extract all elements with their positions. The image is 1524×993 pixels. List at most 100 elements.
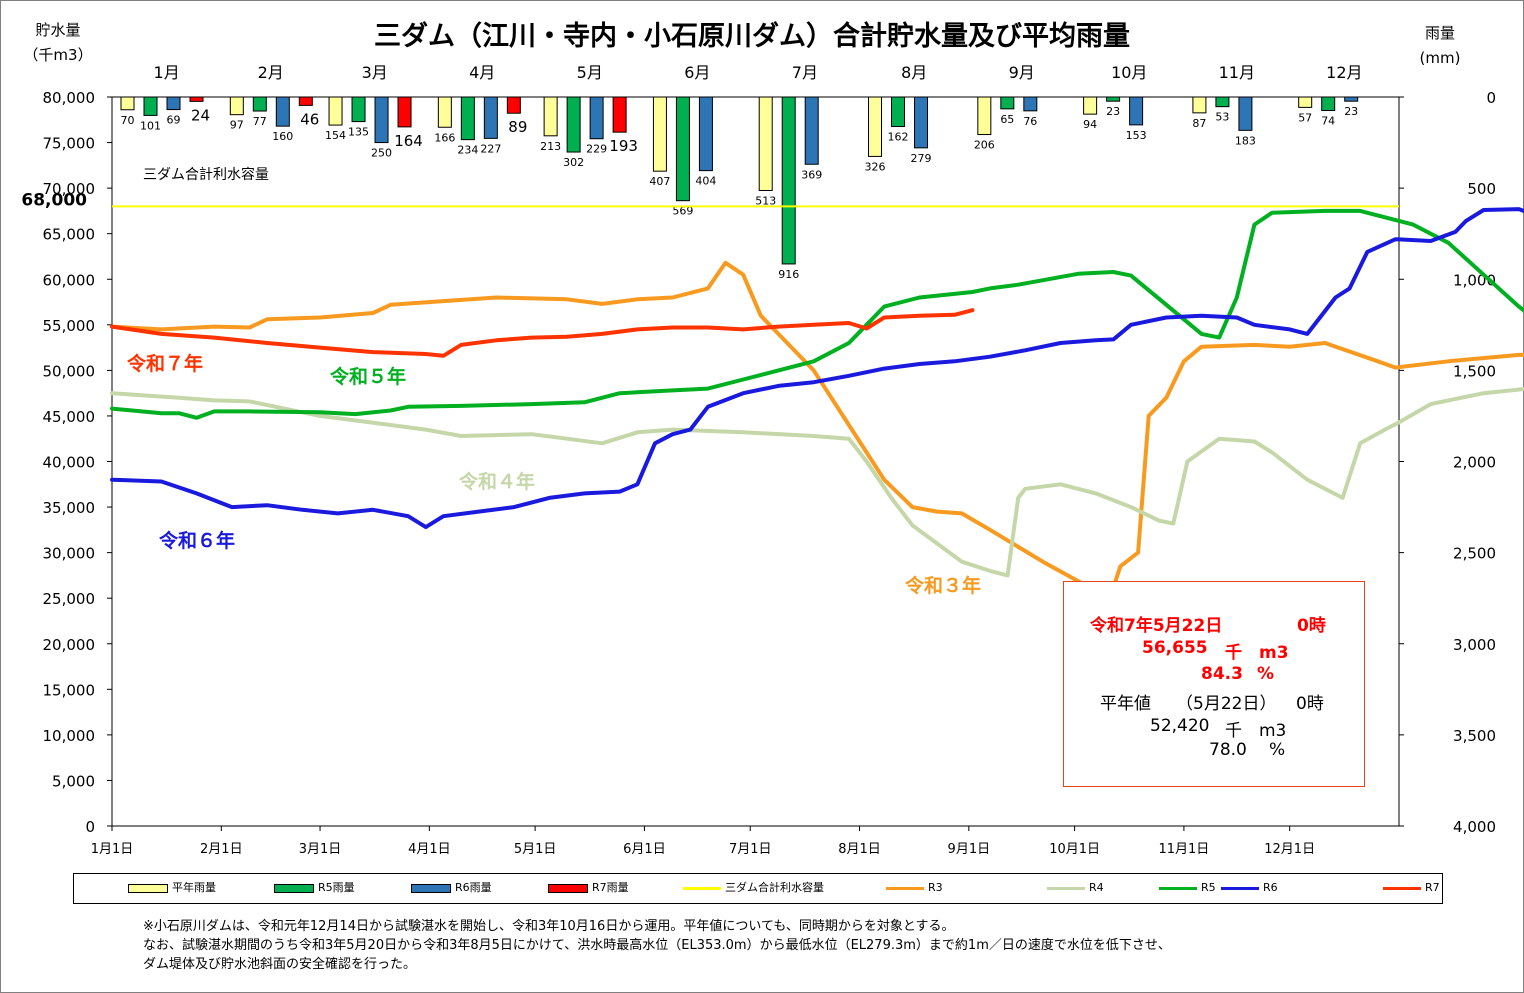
legend: 平年雨量 R5雨量 R6雨量 R7雨量 三ダム合計利水容量 R3 R4 R5 R6 R7 — [73, 873, 1443, 904]
rain-bar-label: 229 — [586, 143, 607, 156]
info-rate-value: 84.3 — [1201, 664, 1243, 684]
left-tick-label: 50,000 — [43, 362, 96, 380]
series-label-R4: 令和４年 — [459, 470, 535, 493]
info-storage-unit: 千 m3 — [1225, 643, 1289, 663]
left-tick-label: 65,000 — [43, 226, 96, 244]
rain-bar-R5雨量 — [891, 96, 906, 128]
rain-bar-label: 227 — [480, 142, 501, 155]
month-label-top: 1月 — [154, 63, 180, 82]
rain-bar-R5雨量 — [1215, 96, 1230, 108]
info-time: 0時 — [1297, 616, 1326, 636]
rain-bar-label: 513 — [755, 194, 776, 207]
storage-line-R5 — [110, 208, 1524, 420]
left-tick-label: 15,000 — [43, 681, 96, 699]
rain-bar-R7雨量 — [397, 96, 412, 128]
x-tick-label: 12月1日 — [1264, 842, 1315, 857]
legend-item: R3 — [886, 880, 943, 896]
legend-item: 三ダム合計利水容量 — [683, 880, 824, 896]
rain-bar-R6雨量 — [589, 96, 604, 140]
left-axis-label-1: 貯水量 — [35, 21, 80, 39]
info-normal-rate-value: 78.0 — [1209, 740, 1247, 760]
left-tick-label: 75,000 — [43, 135, 96, 153]
rain-bar-平年雨量 — [437, 96, 452, 128]
capacity-group: 68,000 三ダム合計利水容量 — [21, 166, 1399, 210]
month-label-top: 4月 — [469, 63, 495, 82]
rain-bar-label: 87 — [1192, 117, 1206, 130]
legend-item: R7雨量 — [548, 880, 629, 896]
x-tick-label: 5月1日 — [514, 842, 557, 857]
rain-bar-R6雨量 — [1129, 96, 1144, 126]
month-label-top: 6月 — [684, 63, 710, 82]
legend-swatch — [1221, 886, 1259, 890]
month-label-top: 7月 — [792, 63, 818, 82]
capacity-value-label: 68,000 — [21, 190, 87, 210]
right-tick-label: 1,500 — [1453, 362, 1496, 380]
rain-bar-平年雨量 — [977, 96, 992, 136]
x-tick-label: 1月1日 — [91, 842, 134, 857]
rain-bar-label: 166 — [434, 131, 455, 144]
legend-swatch — [886, 886, 924, 890]
legend-item: R6 — [1221, 880, 1278, 896]
month-label-top: 10月 — [1111, 63, 1147, 82]
series-label-R6: 令和６年 — [159, 529, 235, 552]
rain-bar-label: 193 — [609, 137, 638, 155]
x-tick-label: 9月1日 — [948, 842, 991, 857]
legend-swatch — [1383, 886, 1421, 890]
left-tick-label: 20,000 — [43, 636, 96, 654]
legend-label: R4 — [1089, 881, 1104, 894]
info-storage-value: 56,655 — [1142, 638, 1208, 658]
right-axis-label-1: 雨量 — [1425, 24, 1455, 42]
rain-bar-label: 23 — [1344, 105, 1358, 118]
legend-swatch — [1047, 886, 1085, 890]
left-tick-label: 55,000 — [43, 317, 96, 335]
rain-bar-label: 234 — [457, 144, 478, 157]
legend-item: 平年雨量 — [128, 880, 216, 896]
storage-line-R7 — [110, 308, 975, 358]
rain-bar-R5雨量 — [1321, 96, 1336, 111]
rain-bar-R6雨量 — [275, 96, 290, 127]
rain-bar-label: 24 — [191, 106, 210, 124]
rain-bar-label: 23 — [1106, 105, 1120, 118]
left-tick-label: 25,000 — [43, 590, 96, 608]
legend-label: R6雨量 — [455, 881, 492, 894]
rain-bar-label: 369 — [801, 168, 822, 181]
legend-item: R7 — [1383, 880, 1440, 896]
rain-bar-平年雨量 — [1298, 96, 1313, 108]
legend-label: R7雨量 — [592, 881, 629, 894]
rain-bar-label: 70 — [121, 114, 135, 127]
left-tick-label: 5,000 — [52, 772, 95, 790]
info-normal-rate-unit: % — [1269, 740, 1286, 760]
rain-bar-R5雨量 — [252, 96, 267, 112]
rain-bar-label: 569 — [672, 205, 693, 218]
rain-bar-R5雨量 — [781, 96, 796, 265]
rain-bar-label: 326 — [865, 160, 886, 173]
x-tick-label: 11月1日 — [1158, 842, 1209, 857]
rain-bar-R6雨量 — [1344, 96, 1359, 102]
left-axis-label-2: （千m3） — [23, 46, 92, 64]
right-tick-label: 4,000 — [1453, 818, 1496, 836]
rain-bar-label: 57 — [1298, 111, 1312, 124]
rain-bar-R6雨量 — [804, 96, 819, 165]
rain-bar-label: 162 — [888, 131, 909, 144]
legend-label: 三ダム合計利水容量 — [725, 881, 824, 894]
left-tick-label: 10,000 — [43, 727, 96, 745]
month-label-top: 3月 — [362, 63, 388, 82]
right-tick-label: 2,500 — [1453, 545, 1496, 563]
legend-swatch — [411, 883, 451, 893]
series-label-R5: 令和５年 — [330, 365, 406, 388]
rain-bar-label: 164 — [394, 132, 423, 150]
info-normal-time: 0時 — [1296, 694, 1324, 714]
rain-bar-R5雨量 — [460, 96, 475, 141]
right-tick-label: 500 — [1467, 180, 1496, 198]
month-label-top: 9月 — [1009, 63, 1035, 82]
rain-bar-R6雨量 — [1238, 96, 1253, 131]
month-label-top: 8月 — [901, 63, 927, 82]
rain-bar-R5雨量 — [566, 96, 581, 153]
rain-bar-label: 53 — [1215, 111, 1229, 124]
legend-item: R4 — [1047, 880, 1104, 896]
legend-label: R6 — [1263, 881, 1278, 894]
rain-bar-label: 279 — [911, 152, 932, 165]
rain-bar-label: 89 — [508, 118, 527, 136]
left-tick-label: 0 — [85, 818, 95, 836]
